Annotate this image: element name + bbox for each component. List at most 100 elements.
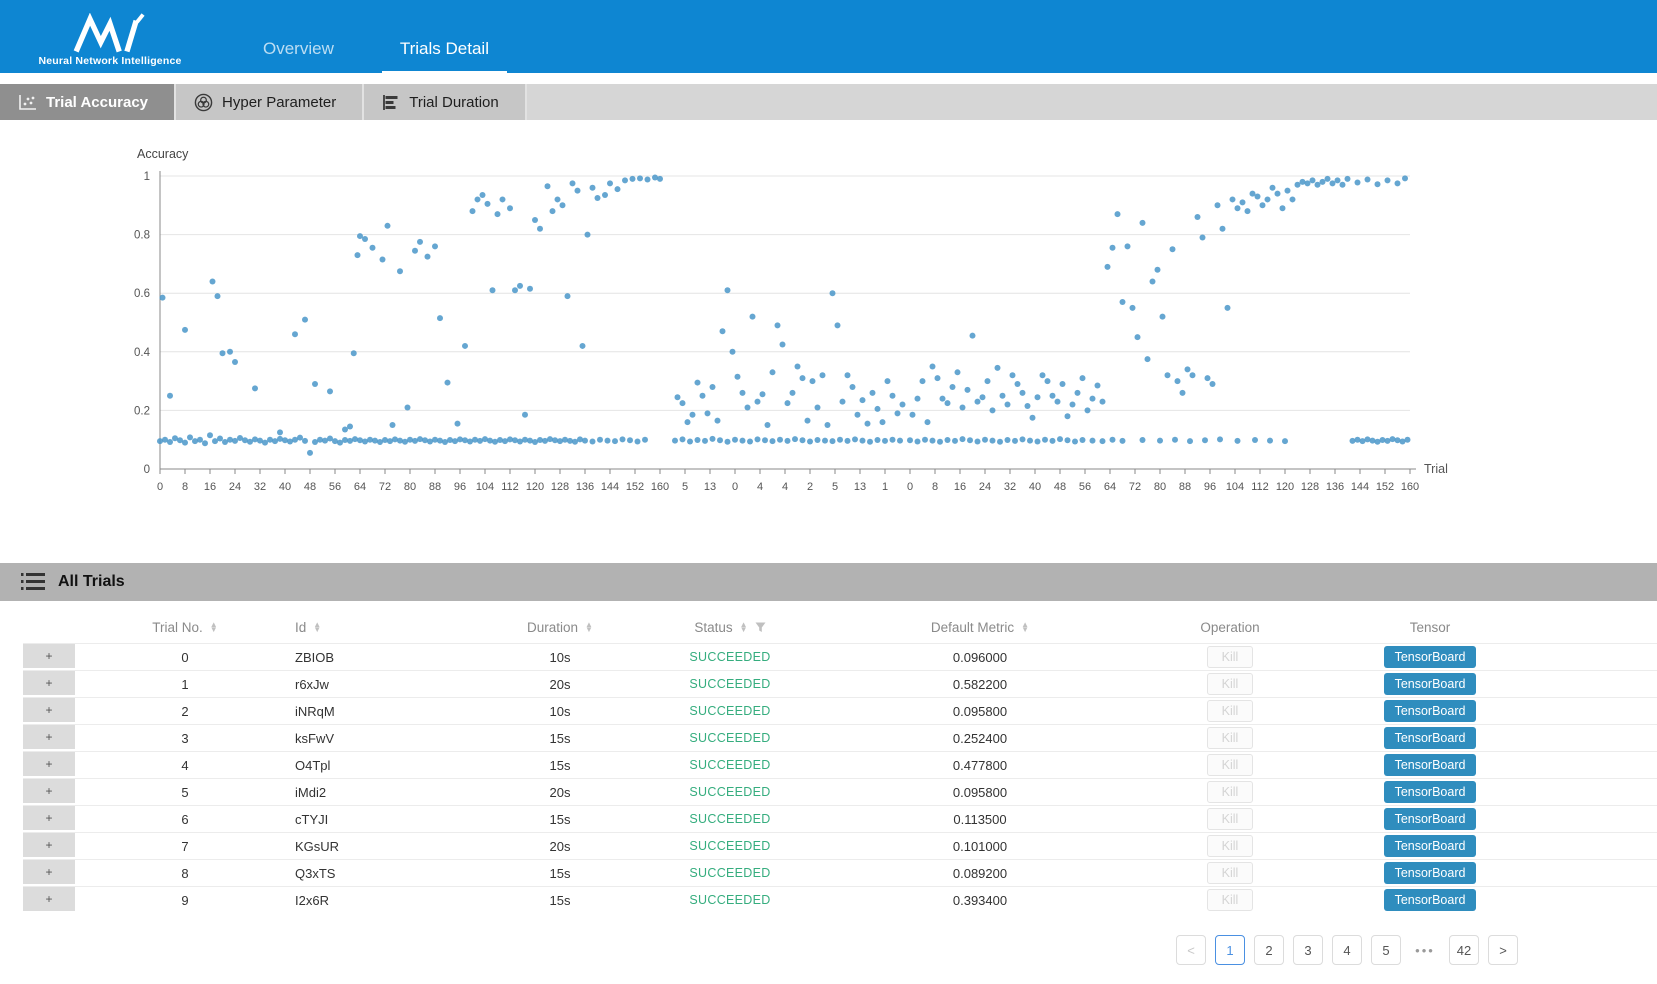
kill-button[interactable]: Kill	[1206, 754, 1254, 776]
tensorboard-button[interactable]: TensorBoard	[1383, 835, 1477, 857]
expand-row-button[interactable]: +	[23, 752, 75, 778]
kill-button[interactable]: Kill	[1206, 835, 1254, 857]
cell-id: KGsUR	[295, 838, 340, 854]
cell-trial-no: 8	[181, 865, 189, 881]
svg-text:152: 152	[626, 481, 644, 493]
table-row: + 9 I2x6R 15s SUCCEEDED 0.393400 Kill Te…	[23, 886, 1657, 913]
tensorboard-button[interactable]: TensorBoard	[1383, 727, 1477, 749]
tensorboard-button[interactable]: TensorBoard	[1383, 781, 1477, 803]
cell-trial-no: 6	[181, 811, 189, 827]
expand-row-button[interactable]: +	[23, 644, 75, 670]
cell-id: I2x6R	[295, 892, 329, 908]
tab-overview[interactable]: Overview	[263, 39, 334, 58]
svg-text:128: 128	[1301, 481, 1319, 493]
svg-text:88: 88	[429, 481, 441, 493]
cell-default-metric: 0.089200	[952, 865, 1008, 881]
svg-text:0: 0	[157, 481, 163, 493]
kill-button[interactable]: Kill	[1206, 862, 1254, 884]
cell-duration: 15s	[549, 892, 571, 908]
kill-button[interactable]: Kill	[1206, 727, 1254, 749]
tensorboard-button[interactable]: TensorBoard	[1383, 862, 1477, 884]
column-header-label: Trial No.	[152, 619, 203, 635]
brand: Neural Network Intelligence	[30, 13, 190, 67]
expand-row-button[interactable]: +	[23, 833, 75, 859]
tensorboard-button[interactable]: TensorBoard	[1383, 673, 1477, 695]
page-button-2[interactable]: 2	[1254, 935, 1284, 965]
sort-icon[interactable]: ▲ ▼	[585, 620, 593, 634]
page-button-42[interactable]: 42	[1449, 935, 1479, 965]
tensorboard-button[interactable]: TensorBoard	[1383, 646, 1477, 668]
svg-text:48: 48	[1054, 481, 1066, 493]
kill-button[interactable]: Kill	[1206, 889, 1254, 911]
cell-id: ZBIOB	[295, 649, 335, 665]
tab-hyper-parameter[interactable]: Hyper Parameter	[176, 84, 365, 120]
column-header-label: Id	[295, 619, 307, 635]
svg-text:Trial: Trial	[1424, 462, 1448, 476]
kill-button[interactable]: Kill	[1206, 700, 1254, 722]
more-pages-button[interactable]: •••	[1410, 935, 1440, 965]
expand-row-button[interactable]: +	[23, 698, 75, 724]
kill-button[interactable]: Kill	[1206, 808, 1254, 830]
sort-icon[interactable]: ▲ ▼	[313, 620, 322, 634]
page-button-1[interactable]: 1	[1215, 935, 1245, 965]
table-row: + 7 KGsUR 20s SUCCEEDED 0.101000 Kill Te…	[23, 832, 1657, 859]
kill-button[interactable]: Kill	[1206, 673, 1254, 695]
svg-text:8: 8	[932, 481, 938, 493]
filter-icon[interactable]	[755, 622, 766, 633]
scatter-chart-icon	[19, 94, 36, 110]
cell-trial-no: 9	[181, 892, 189, 908]
cell-id: cTYJI	[295, 811, 329, 827]
column-header[interactable]: Tensor ▲▼	[1315, 620, 1545, 635]
tensorboard-button[interactable]: TensorBoard	[1383, 808, 1477, 830]
next-page-button[interactable]: >	[1488, 935, 1518, 965]
tensorboard-button[interactable]: TensorBoard	[1383, 754, 1477, 776]
brand-subtitle: Neural Network Intelligence	[38, 55, 182, 67]
svg-text:1: 1	[882, 481, 888, 493]
svg-text:64: 64	[1104, 481, 1116, 493]
kill-button[interactable]: Kill	[1206, 646, 1254, 668]
column-header[interactable]: Trial No. ▲ ▼	[75, 620, 295, 635]
page-button-5[interactable]: 5	[1371, 935, 1401, 965]
expand-row-button[interactable]: +	[23, 779, 75, 805]
cell-trial-no: 2	[181, 703, 189, 719]
previous-page-button[interactable]: <	[1176, 935, 1206, 965]
sort-icon[interactable]: ▲ ▼	[739, 620, 748, 634]
table-row: + 5 iMdi2 20s SUCCEEDED 0.095800 Kill Te…	[23, 778, 1657, 805]
tab-trials-detail[interactable]: Trials Detail	[381, 39, 507, 73]
cell-trial-no: 0	[181, 649, 189, 665]
status-badge: SUCCEEDED	[689, 704, 771, 718]
list-icon	[21, 573, 45, 590]
cell-id: r6xJw	[295, 676, 329, 692]
page-button-3[interactable]: 3	[1293, 935, 1323, 965]
tensorboard-button[interactable]: TensorBoard	[1383, 700, 1477, 722]
tensorboard-button[interactable]: TensorBoard	[1383, 889, 1477, 911]
svg-text:152: 152	[1376, 481, 1394, 493]
accuracy-chart[interactable]: Accuracy 0 0.2 0.4 0.6 0.8 1 0 8 16 24 32 40 48 56 64 72…	[0, 128, 1657, 518]
svg-text:40: 40	[1029, 481, 1041, 493]
column-header[interactable]: Id ▲ ▼	[295, 620, 475, 635]
cell-default-metric: 0.582200	[952, 676, 1008, 692]
trials-table: Trial No. ▲ ▼ Id ▲ ▼ Duration ▲ ▼ Status ▲ ▼…	[0, 611, 1657, 913]
expand-row-button[interactable]: +	[23, 860, 75, 886]
page-button-4[interactable]: 4	[1332, 935, 1362, 965]
table-row: + 1 r6xJw 20s SUCCEEDED 0.582200 Kill Te…	[23, 670, 1657, 697]
kill-button[interactable]: Kill	[1206, 781, 1254, 803]
cell-trial-no: 3	[181, 730, 189, 746]
sort-icon[interactable]: ▲ ▼	[1021, 620, 1030, 634]
tab-trial-duration[interactable]: Trial Duration	[364, 84, 527, 120]
column-header[interactable]: Duration ▲ ▼	[475, 620, 645, 635]
column-header-label: Status	[694, 619, 733, 635]
column-header[interactable]: Status ▲ ▼	[645, 620, 815, 635]
tab-trial-accuracy[interactable]: Trial Accuracy	[0, 84, 177, 120]
svg-text:120: 120	[526, 481, 544, 493]
expand-row-button[interactable]: +	[23, 887, 75, 913]
column-header[interactable]: Default Metric ▲ ▼	[815, 620, 1145, 635]
expand-row-button[interactable]: +	[23, 671, 75, 697]
expand-row-button[interactable]: +	[23, 725, 75, 751]
expand-row-button[interactable]: +	[23, 806, 75, 832]
sort-icon[interactable]: ▲ ▼	[209, 620, 218, 634]
column-header[interactable]: Operation ▲▼	[1145, 620, 1315, 635]
svg-text:0: 0	[144, 464, 150, 476]
svg-text:56: 56	[329, 481, 341, 493]
